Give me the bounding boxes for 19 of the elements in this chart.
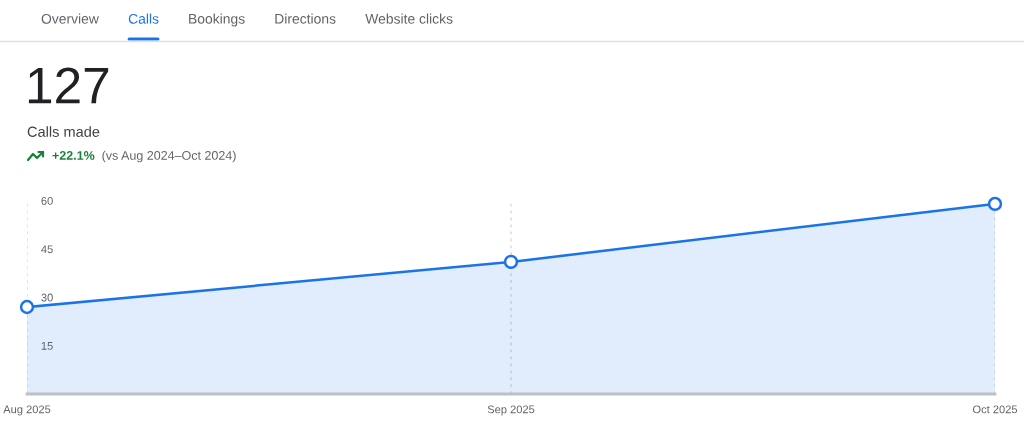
chart-subtitle: Calls made: [27, 126, 100, 137]
y-tick-label: 45: [41, 245, 53, 254]
text: Directions: [275, 13, 336, 24]
point: [987, 196, 1003, 212]
y-tick-label: 15: [41, 342, 53, 350]
y-tick-label: 30: [41, 293, 53, 302]
chart-title: 127: [28, 67, 109, 104]
x-tick-label: Oct 2025: [972, 405, 1018, 414]
text: Overview: [41, 13, 99, 24]
text: +22.1%: [52, 151, 95, 160]
text: Calls: [128, 13, 159, 24]
x-tick-label: Aug 2025: [3, 405, 51, 416]
y-tick-label: 60: [41, 196, 53, 205]
text: Bookings: [189, 13, 245, 27]
point: [503, 254, 519, 270]
x-tick-label: Sep 2025: [487, 405, 535, 416]
text: Website clicks: [365, 13, 453, 24]
text: (vs Aug 2024–Oct 2024): [102, 150, 236, 163]
point: [19, 299, 35, 315]
